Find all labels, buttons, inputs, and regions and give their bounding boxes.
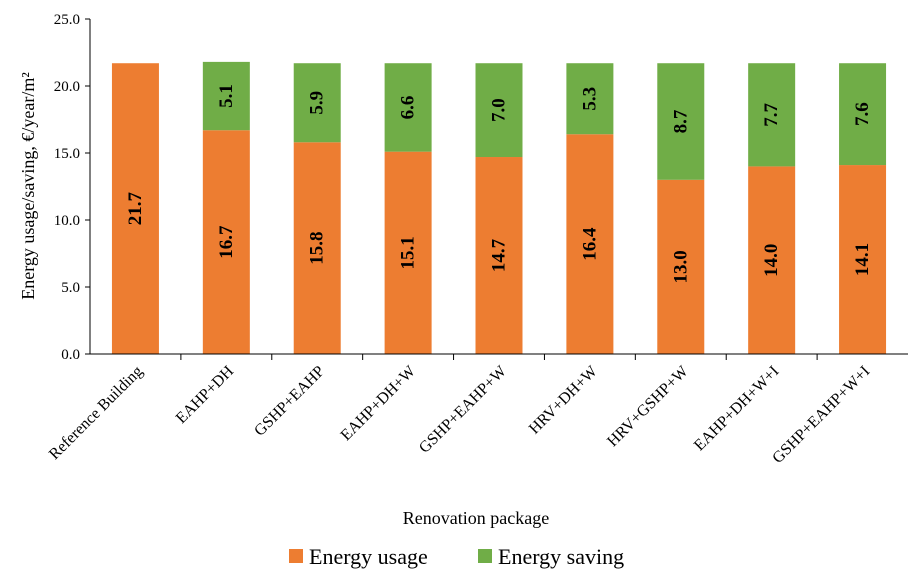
data-label-energy-usage-eahp-dh-w-i: 14.0 <box>761 244 782 277</box>
bar-energy-saving-eahp-dh-w <box>384 63 432 152</box>
data-label-energy-saving-eahp-dh-w: 6.6 <box>398 96 419 120</box>
y-tick-label: 20.0 <box>54 79 80 95</box>
data-label-energy-saving-eahp-dh: 5.1 <box>216 84 237 108</box>
legend-label-energy-usage: Energy usage <box>309 544 428 569</box>
y-tick-label: 5.0 <box>61 280 80 296</box>
bar-energy-usage-reference-building <box>111 63 159 354</box>
data-label-energy-usage-gshp-eahp-w-i: 14.1 <box>852 243 873 276</box>
data-label-energy-usage-eahp-dh-w: 15.1 <box>398 236 419 269</box>
data-label-energy-saving-gshp-eahp-w-i: 7.6 <box>852 102 873 126</box>
x-category-label: GSHP+EAHP <box>251 363 328 440</box>
bar-energy-saving-gshp-eahp <box>293 63 341 143</box>
y-tick-label: 25.0 <box>54 12 80 28</box>
data-label-energy-saving-gshp-eahp-w: 7.0 <box>489 98 510 122</box>
legend-label-energy-saving: Energy saving <box>498 544 624 569</box>
y-tick-label: 10.0 <box>54 213 80 229</box>
y-tick-label: 0.0 <box>61 347 80 363</box>
bar-labels-group: 21.7 16.7 5.1 15.8 5.9 15.1 6.6 14.7 7.0 16.4 5.3 1… <box>125 84 873 283</box>
data-label-energy-saving-eahp-dh-w-i: 7.7 <box>761 102 782 126</box>
x-axis-title: Renovation package <box>403 508 549 528</box>
data-label-energy-usage-gshp-eahp-w: 14.7 <box>489 238 510 272</box>
data-label-energy-usage-eahp-dh: 16.7 <box>216 225 237 259</box>
x-category-label: HRV+DH+W <box>526 362 601 437</box>
x-category-label: EAHP+DH+W+I <box>691 363 782 454</box>
data-label-energy-saving-gshp-eahp: 5.9 <box>307 91 328 115</box>
bar-energy-usage-eahp-dh <box>202 130 250 354</box>
x-category-label: EAHP+DH+W <box>338 362 420 444</box>
bar-energy-usage-gshp-eahp-w <box>475 157 523 354</box>
x-category-label: GSHP+EAHP+W+I <box>769 363 873 467</box>
bar-energy-saving-hrv-dh-w <box>566 63 614 135</box>
bar-energy-saving-gshp-eahp-w-i <box>839 63 887 166</box>
legend-swatch-energy-saving <box>478 549 492 563</box>
bar-energy-usage-hrv-dh-w <box>566 134 614 354</box>
data-label-energy-usage-reference-building: 21.7 <box>125 191 146 225</box>
bar-energy-saving-gshp-eahp-w <box>475 63 523 158</box>
x-category-label: EAHP+DH <box>173 362 238 427</box>
y-axis-title: Energy usage/saving, €/year/m² <box>18 72 38 300</box>
data-label-energy-saving-hrv-dh-w: 5.3 <box>579 87 600 111</box>
bar-energy-saving-eahp-dh <box>202 61 250 131</box>
bar-energy-usage-eahp-dh-w <box>384 151 432 354</box>
bar-energy-usage-hrv-gshp-w <box>657 179 705 354</box>
y-ticks-group: 0.0 5.0 10.0 15.0 20.0 25.0 <box>54 12 818 363</box>
data-label-energy-usage-hrv-dh-w: 16.4 <box>579 227 600 261</box>
data-label-energy-usage-hrv-gshp-w: 13.0 <box>670 250 691 283</box>
legend: Energy usage Energy saving <box>289 544 624 569</box>
x-labels-group: Reference Building EAHP+DH GSHP+EAHP EAHP+D… <box>46 362 873 467</box>
x-category-label: GSHP+EAHP+W <box>416 362 511 457</box>
bar-energy-usage-gshp-eahp <box>293 142 341 354</box>
axes-group <box>89 19 908 355</box>
bar-energy-usage-gshp-eahp-w-i <box>839 165 887 354</box>
data-label-energy-saving-hrv-gshp-w: 8.7 <box>670 109 691 133</box>
x-category-label: HRV+GSHP+W <box>604 362 692 450</box>
x-category-label: Reference Building <box>46 363 146 463</box>
legend-swatch-energy-usage <box>289 549 303 563</box>
data-label-energy-usage-gshp-eahp: 15.8 <box>307 232 328 265</box>
y-tick-label: 15.0 <box>54 146 80 162</box>
bars-group <box>111 61 887 354</box>
bar-energy-saving-hrv-gshp-w <box>657 63 705 180</box>
bar-energy-saving-eahp-dh-w-i <box>748 63 796 167</box>
bar-energy-usage-eahp-dh-w-i <box>748 166 796 354</box>
